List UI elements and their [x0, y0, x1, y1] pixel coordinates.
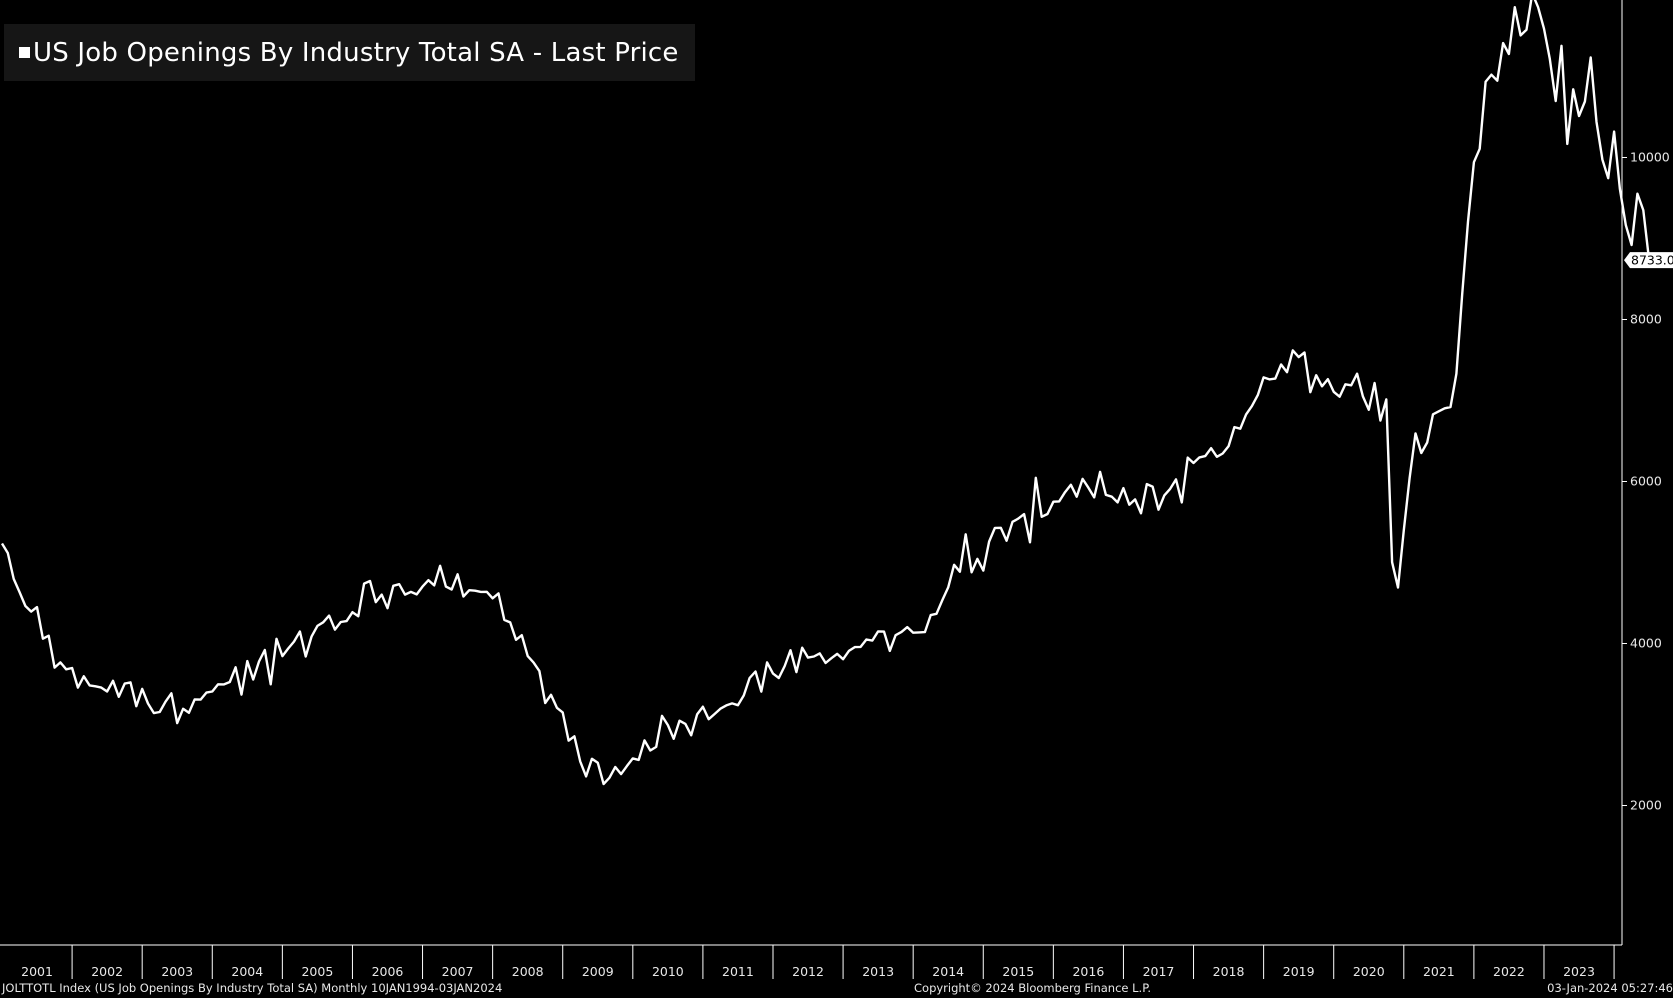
- y-axis: 2000 4000 6000 8000 10000 12000 8733.0: [1621, 0, 1673, 945]
- y-tick-label: 12000: [1630, 0, 1670, 3]
- last-value-label: 8733.0: [1631, 253, 1673, 268]
- x-tick-label: 2019: [1283, 964, 1315, 979]
- x-tick-label: 2012: [792, 964, 824, 979]
- legend: US Job Openings By Industry Total SA - L…: [4, 24, 695, 81]
- y-tick-label: 4000: [1630, 636, 1662, 651]
- x-tick-label: 2017: [1143, 964, 1175, 979]
- x-tick-label: 2011: [722, 964, 754, 979]
- x-tick-label: 2021: [1423, 964, 1455, 979]
- x-tick-label: 2023: [1563, 964, 1595, 979]
- x-tick-label: 2001: [21, 964, 53, 979]
- footer-copyright: Copyright© 2024 Bloomberg Finance L.P.: [914, 981, 1151, 995]
- legend-label: US Job Openings By Industry Total SA - L…: [33, 37, 679, 68]
- x-tick-label: 2015: [1002, 964, 1034, 979]
- y-tick-label: 6000: [1630, 474, 1662, 489]
- x-tick-label: 2009: [582, 964, 614, 979]
- y-tick-label: 10000: [1630, 150, 1670, 165]
- plot-area: [0, 0, 1651, 786]
- x-tick-label: 2022: [1493, 964, 1525, 979]
- x-tick-label: 2014: [932, 964, 964, 979]
- x-tick-label: 2005: [301, 964, 333, 979]
- last-value-tag: [1624, 252, 1673, 269]
- x-tick-label: 2008: [512, 964, 544, 979]
- series-line: [0, 0, 1651, 786]
- footer-timestamp: 03-Jan-2024 05:27:46: [1547, 981, 1673, 995]
- x-tick-label: 2002: [91, 964, 123, 979]
- y-tick-label: 2000: [1630, 798, 1662, 813]
- x-tick-label: 2007: [442, 964, 474, 979]
- x-tick-label: 2013: [862, 964, 894, 979]
- x-axis: 2001 2002 2003 2004 2005 2006 2007 2008 2009 2010…: [0, 944, 1622, 979]
- x-tick-label: 2004: [231, 964, 263, 979]
- y-tick-label: 8000: [1630, 312, 1662, 327]
- x-tick-label: 2010: [652, 964, 684, 979]
- footer-index-info: JOLTTOTL Index (US Job Openings By Indus…: [2, 981, 503, 995]
- legend-swatch: [19, 47, 30, 58]
- x-tick-label: 2016: [1072, 964, 1104, 979]
- x-tick-label: 2003: [161, 964, 193, 979]
- x-tick-label: 2006: [372, 964, 404, 979]
- x-tick-label: 2018: [1213, 964, 1245, 979]
- x-tick-label: 2020: [1353, 964, 1385, 979]
